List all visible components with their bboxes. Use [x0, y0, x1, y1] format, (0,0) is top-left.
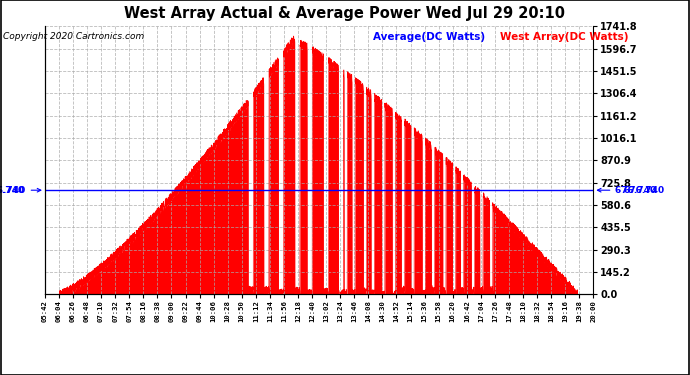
Text: West Array Actual & Average Power Wed Jul 29 20:10: West Array Actual & Average Power Wed Ju… — [124, 6, 566, 21]
Text: 676.740: 676.740 — [624, 186, 664, 195]
Text: Average(DC Watts): Average(DC Watts) — [373, 32, 484, 42]
Text: 676.740: 676.740 — [0, 186, 24, 195]
Text: Copyright 2020 Cartronics.com: Copyright 2020 Cartronics.com — [3, 32, 145, 41]
Text: 676.740: 676.740 — [0, 186, 41, 195]
Text: West Array(DC Watts): West Array(DC Watts) — [500, 32, 629, 42]
Text: 676.740: 676.740 — [598, 186, 660, 195]
